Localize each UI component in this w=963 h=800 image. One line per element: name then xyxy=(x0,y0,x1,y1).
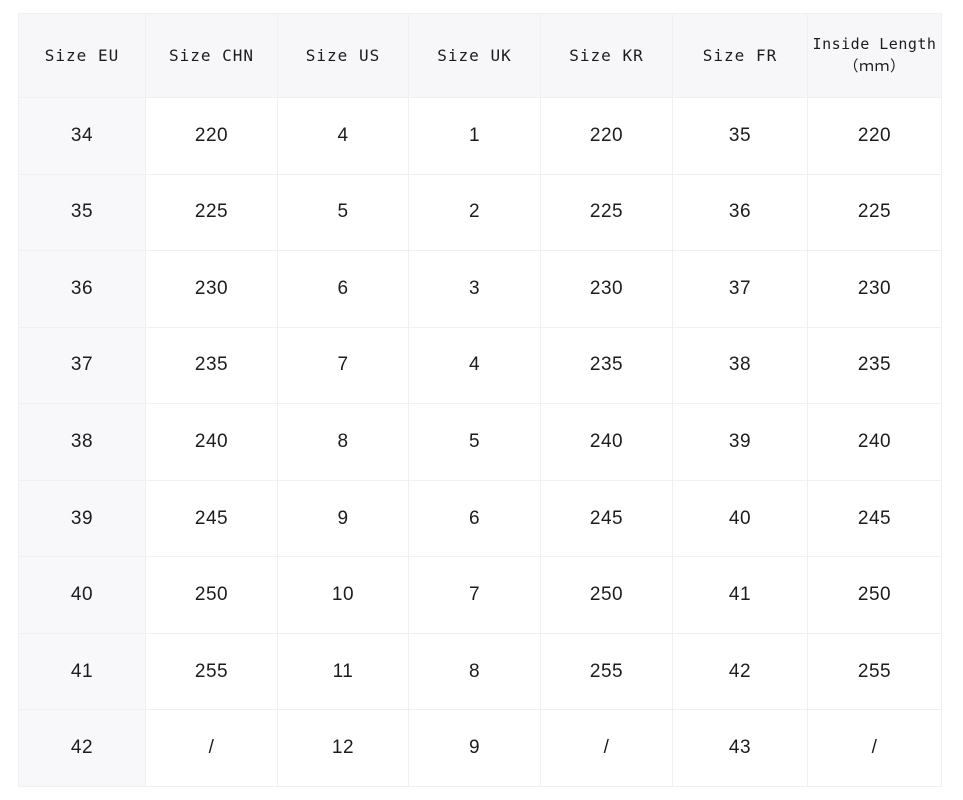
cell-chn: 245 xyxy=(145,479,278,558)
cell-uk: 4 xyxy=(408,326,541,405)
cell-eu: 42 xyxy=(18,709,146,787)
cell-kr: / xyxy=(540,709,673,787)
cell-us: 7 xyxy=(277,326,409,405)
size-chart-table: Size EU Size CHN Size US Size UK Size KR… xyxy=(18,13,942,787)
cell-fr: 40 xyxy=(672,479,808,558)
cell-uk: 6 xyxy=(408,479,541,558)
cell-inside-length: 255 xyxy=(807,632,942,711)
cell-chn: 230 xyxy=(145,250,278,328)
cell-fr: 41 xyxy=(672,556,808,634)
header-size-chn: Size CHN xyxy=(145,13,278,98)
cell-uk: 1 xyxy=(408,97,541,175)
cell-uk: 2 xyxy=(408,173,541,252)
cell-inside-length: 240 xyxy=(807,403,942,481)
cell-eu: 37 xyxy=(18,326,146,405)
cell-us: 8 xyxy=(277,403,409,481)
cell-fr: 43 xyxy=(672,709,808,787)
table-row: 34 220 4 1 220 35 220 xyxy=(18,97,942,175)
cell-inside-length: 235 xyxy=(807,326,942,405)
table-row: 36 230 6 3 230 37 230 xyxy=(18,250,942,328)
cell-eu: 36 xyxy=(18,250,146,328)
table-body: 34 220 4 1 220 35 220 35 225 5 2 225 36 … xyxy=(18,97,942,787)
cell-eu: 34 xyxy=(18,97,146,175)
cell-chn: 225 xyxy=(145,173,278,252)
header-size-uk: Size UK xyxy=(408,13,541,98)
cell-us: 9 xyxy=(277,479,409,558)
cell-fr: 39 xyxy=(672,403,808,481)
table-header-row: Size EU Size CHN Size US Size UK Size KR… xyxy=(18,13,942,98)
header-size-kr: Size KR xyxy=(540,13,673,98)
cell-kr: 245 xyxy=(540,479,673,558)
cell-eu: 39 xyxy=(18,479,146,558)
header-inside-length: Inside Length （ｍｍ） xyxy=(807,13,942,98)
table-row: 40 250 10 7 250 41 250 xyxy=(18,556,942,634)
cell-uk: 7 xyxy=(408,556,541,634)
cell-uk: 5 xyxy=(408,403,541,481)
cell-fr: 36 xyxy=(672,173,808,252)
cell-chn: 235 xyxy=(145,326,278,405)
cell-uk: 3 xyxy=(408,250,541,328)
cell-us: 4 xyxy=(277,97,409,175)
cell-inside-length: 250 xyxy=(807,556,942,634)
cell-fr: 37 xyxy=(672,250,808,328)
cell-inside-length: 230 xyxy=(807,250,942,328)
cell-fr: 38 xyxy=(672,326,808,405)
header-size-fr: Size FR xyxy=(672,13,808,98)
cell-inside-length: 220 xyxy=(807,97,942,175)
table-row: 38 240 8 5 240 39 240 xyxy=(18,403,942,481)
table-row: 39 245 9 6 245 40 245 xyxy=(18,479,942,558)
cell-fr: 42 xyxy=(672,632,808,711)
cell-eu: 38 xyxy=(18,403,146,481)
cell-kr: 235 xyxy=(540,326,673,405)
cell-us: 10 xyxy=(277,556,409,634)
cell-us: 5 xyxy=(277,173,409,252)
cell-eu: 41 xyxy=(18,632,146,711)
cell-kr: 220 xyxy=(540,97,673,175)
cell-uk: 9 xyxy=(408,709,541,787)
cell-us: 11 xyxy=(277,632,409,711)
cell-kr: 250 xyxy=(540,556,673,634)
cell-uk: 8 xyxy=(408,632,541,711)
cell-kr: 255 xyxy=(540,632,673,711)
header-size-eu: Size EU xyxy=(18,13,146,98)
cell-chn: 220 xyxy=(145,97,278,175)
table-row: 37 235 7 4 235 38 235 xyxy=(18,326,942,405)
cell-chn: 250 xyxy=(145,556,278,634)
cell-chn: 240 xyxy=(145,403,278,481)
header-size-us: Size US xyxy=(277,13,409,98)
table-row: 42 / 12 9 / 43 / xyxy=(18,709,942,787)
table-row: 35 225 5 2 225 36 225 xyxy=(18,173,942,252)
cell-inside-length: 245 xyxy=(807,479,942,558)
cell-kr: 240 xyxy=(540,403,673,481)
cell-kr: 230 xyxy=(540,250,673,328)
cell-us: 6 xyxy=(277,250,409,328)
table-row: 41 255 11 8 255 42 255 xyxy=(18,632,942,711)
cell-kr: 225 xyxy=(540,173,673,252)
cell-us: 12 xyxy=(277,709,409,787)
cell-chn: / xyxy=(145,709,278,787)
cell-chn: 255 xyxy=(145,632,278,711)
cell-eu: 40 xyxy=(18,556,146,634)
cell-inside-length: 225 xyxy=(807,173,942,252)
cell-fr: 35 xyxy=(672,97,808,175)
cell-eu: 35 xyxy=(18,173,146,252)
cell-inside-length: / xyxy=(807,709,942,787)
